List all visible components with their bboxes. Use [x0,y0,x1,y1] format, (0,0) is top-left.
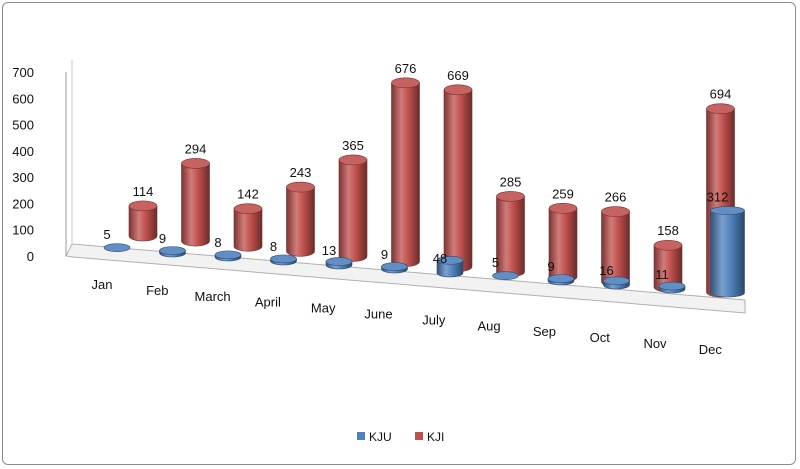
kji-data-label: 676 [395,61,417,76]
x-category-label: Jan [92,277,113,292]
y-tick-label: 100 [12,223,34,238]
kju-bar [103,243,131,252]
kju-data-label: 5 [492,255,499,270]
kju-data-label: 16 [599,263,613,278]
legend-swatch [415,432,423,440]
kji-data-label: 285 [500,174,522,189]
kju-data-label: 5 [103,227,110,242]
chart-floor [65,243,746,314]
x-category-label: Oct [590,330,611,345]
kju-data-label: 13 [322,243,336,258]
x-category-label: Sep [533,324,556,339]
kju-data-label: 8 [270,239,277,254]
kji-data-label: 158 [657,223,679,238]
kju-bar [214,250,242,262]
kji-bar [286,181,315,257]
kju-data-label: 48 [433,251,447,266]
kji-bar [443,84,473,272]
x-category-label: Nov [643,336,667,351]
x-category-label: Aug [478,318,501,333]
y-tick-label: 700 [12,65,34,80]
legend: KJU KJI [357,430,444,444]
kju-data-label: 11 [655,267,669,282]
kju-bar [325,257,353,270]
kji-data-label: 365 [342,138,364,153]
kji-bar [496,191,525,277]
kju-data-label: 312 [707,190,729,205]
x-category-label: April [255,295,281,310]
kju-bar [658,281,686,294]
kju-bar [159,246,186,258]
kji-bar [391,77,420,267]
kju-bar [710,206,745,298]
x-category-label: March [195,289,231,304]
kju-bar [492,271,519,280]
x-category-label: July [422,312,446,327]
kji-bar [233,203,263,252]
kju-data-label: 9 [159,231,166,246]
kji-data-label: 243 [290,165,312,180]
y-tick-label: 0 [27,249,34,264]
y-tick-label: 300 [12,170,34,185]
kji-data-label: 294 [185,141,207,156]
kju-data-label: 9 [381,247,388,262]
kju-data-label: 8 [214,235,221,250]
y-tick-label: 400 [12,144,34,159]
kju-bar [436,256,464,278]
legend-label: KJI [427,430,444,444]
x-category-label: June [364,307,392,322]
y-tick-label: 500 [12,118,34,133]
y-tick-label: 200 [12,196,34,211]
kju-data-label: 9 [547,259,554,274]
legend-swatch [357,432,365,440]
y-tick-label: 600 [12,91,34,106]
kji-data-label: 266 [605,190,627,205]
kji-bar [338,154,368,262]
kju-bar [547,274,575,286]
kji-data-label: 114 [133,184,154,199]
kji-bar [128,200,158,242]
kji-data-label: 142 [237,187,259,202]
kju-bar [603,276,630,290]
legend-label: KJU [369,430,392,444]
x-category-label: Dec [699,342,723,357]
kju-bar [270,254,297,266]
kji-bar [181,158,210,247]
x-category-label: May [311,301,336,316]
kji-data-label: 259 [552,186,574,201]
kju-bar [381,262,408,274]
x-category-label: Feb [146,283,168,298]
kji-data-label: 669 [447,68,469,83]
kji-data-label: 694 [710,87,732,102]
